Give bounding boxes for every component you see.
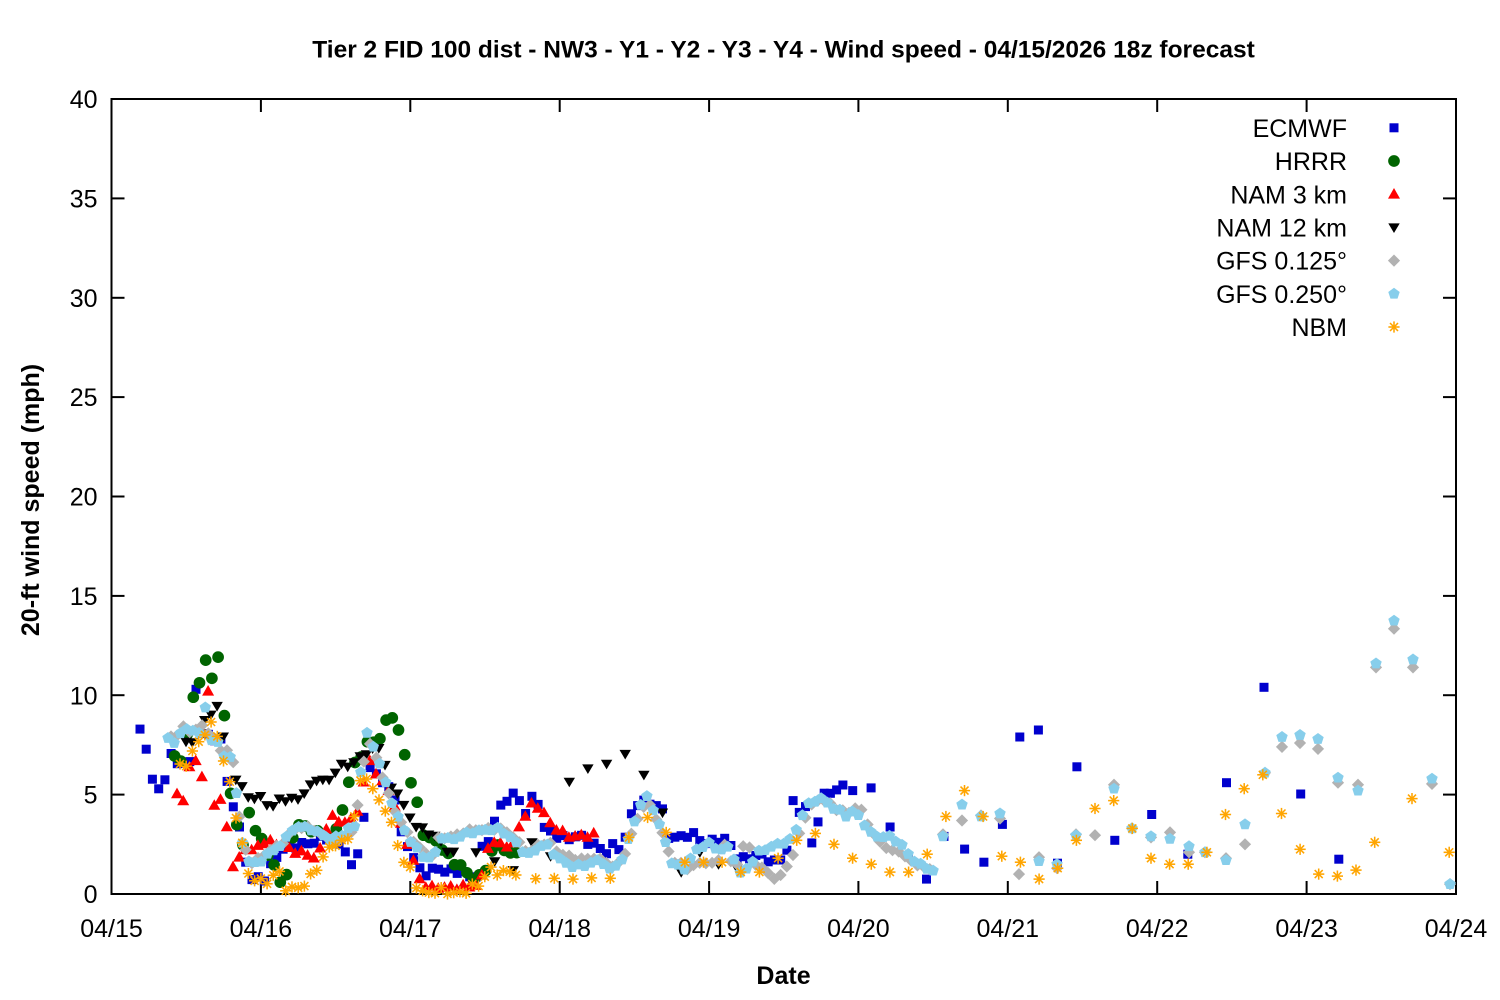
svg-text:25: 25	[70, 384, 98, 412]
svg-text:0: 0	[84, 881, 98, 909]
svg-text:04/15: 04/15	[80, 915, 143, 943]
svg-text:GFS 0.125°: GFS 0.125°	[1216, 248, 1347, 276]
svg-text:HRRR: HRRR	[1275, 148, 1347, 176]
svg-text:40: 40	[70, 86, 98, 114]
svg-text:ECMWF: ECMWF	[1253, 115, 1347, 143]
svg-text:5: 5	[84, 782, 98, 810]
svg-text:04/22: 04/22	[1126, 915, 1189, 943]
svg-text:04/18: 04/18	[528, 915, 591, 943]
svg-text:04/21: 04/21	[977, 915, 1040, 943]
svg-text:20-ft wind speed (mph): 20-ft wind speed (mph)	[17, 364, 45, 636]
svg-text:Tier 2 FID 100 dist - NW3 - Y1: Tier 2 FID 100 dist - NW3 - Y1 - Y2 - Y3…	[312, 37, 1255, 64]
svg-text:10: 10	[70, 682, 98, 710]
svg-text:NBM: NBM	[1291, 314, 1347, 342]
svg-text:30: 30	[70, 285, 98, 313]
svg-text:04/24: 04/24	[1425, 915, 1488, 943]
svg-text:NAM 3 km: NAM 3 km	[1230, 181, 1347, 209]
svg-text:04/17: 04/17	[379, 915, 442, 943]
svg-text:20: 20	[70, 484, 98, 512]
svg-text:04/19: 04/19	[678, 915, 741, 943]
svg-text:04/16: 04/16	[230, 915, 293, 943]
svg-text:Date: Date	[756, 962, 810, 990]
svg-text:15: 15	[70, 583, 98, 611]
svg-text:04/23: 04/23	[1275, 915, 1338, 943]
svg-text:35: 35	[70, 186, 98, 214]
svg-text:GFS 0.250°: GFS 0.250°	[1216, 281, 1347, 309]
svg-text:NAM 12 km: NAM 12 km	[1216, 215, 1347, 243]
svg-text:04/20: 04/20	[827, 915, 890, 943]
